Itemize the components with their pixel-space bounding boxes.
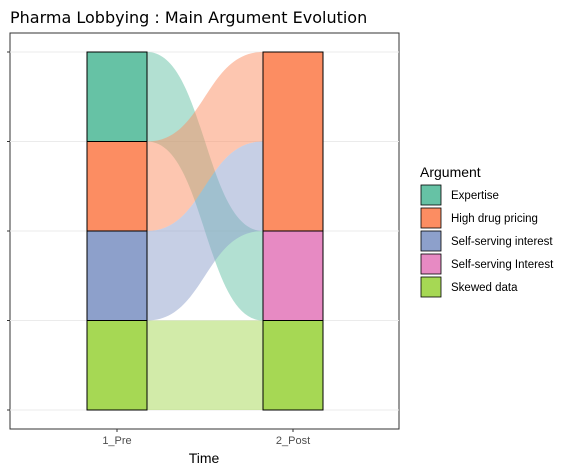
stratum [262, 320, 324, 411]
legend: Argument Expertise High drug pricing Self-… [420, 164, 554, 298]
legend-swatch [420, 184, 442, 206]
stratum [262, 51, 324, 232]
x-axis: 1_Pre 2_Post [102, 429, 310, 447]
flow [147, 141, 263, 321]
legend-label: Self-serving interest [451, 236, 553, 248]
strata [86, 51, 324, 411]
y-axis-ticks [7, 51, 10, 411]
legend-label: Expertise [451, 190, 499, 202]
stratum [86, 230, 148, 321]
stratum [86, 51, 148, 142]
stratum [262, 230, 324, 321]
legend-swatch [420, 207, 442, 229]
legend-title: Argument [420, 164, 481, 180]
legend-swatch [420, 230, 442, 252]
legend-label: High drug pricing [451, 213, 538, 225]
legend-swatch [420, 276, 442, 298]
flow [147, 52, 263, 231]
legend-label: Skewed data [451, 282, 518, 294]
x-tick-label: 2_Post [276, 435, 310, 447]
stratum [86, 320, 148, 411]
x-tick-label: 1_Pre [102, 435, 131, 447]
stratum [86, 141, 148, 232]
x-axis-title: Time [189, 450, 220, 466]
flow [147, 320, 263, 410]
flows [147, 52, 263, 410]
legend-label: Self-serving Interest [451, 259, 554, 271]
chart-title: Pharma Lobbying : Main Argument Evolutio… [10, 8, 367, 27]
legend-swatch [420, 253, 442, 275]
